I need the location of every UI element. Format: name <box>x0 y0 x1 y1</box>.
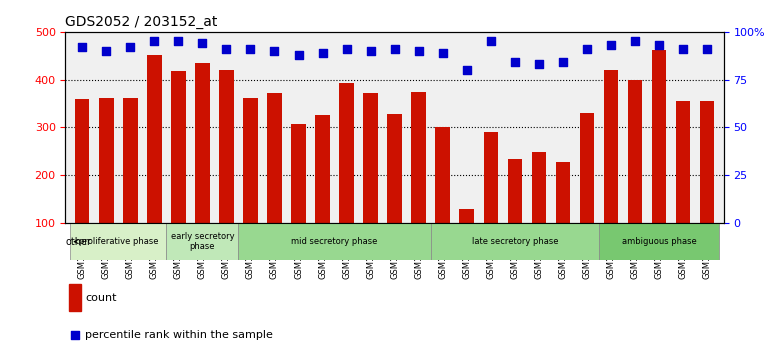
Bar <box>507 159 522 271</box>
Point <box>629 39 641 44</box>
Text: other: other <box>66 236 92 247</box>
Point <box>413 48 425 54</box>
Bar <box>99 98 113 271</box>
Point <box>533 62 545 67</box>
Bar <box>70 223 166 260</box>
Point <box>484 39 497 44</box>
Text: count: count <box>85 293 117 303</box>
Bar <box>147 55 162 271</box>
Bar <box>75 99 89 271</box>
Text: proliferative phase: proliferative phase <box>79 237 158 246</box>
Bar <box>580 113 594 271</box>
Bar <box>123 98 138 271</box>
Text: GDS2052 / 203152_at: GDS2052 / 203152_at <box>65 16 218 29</box>
Point <box>437 50 449 56</box>
Bar <box>387 114 402 271</box>
Bar <box>430 223 599 260</box>
Point <box>244 46 256 52</box>
Bar <box>531 152 546 271</box>
Point <box>220 46 233 52</box>
Point <box>268 48 280 54</box>
Bar <box>411 92 426 271</box>
Bar <box>219 70 233 271</box>
Bar <box>628 80 642 271</box>
Point <box>653 42 665 48</box>
Bar <box>316 115 330 271</box>
Point <box>316 50 329 56</box>
Point <box>172 39 185 44</box>
Text: late secretory phase: late secretory phase <box>471 237 558 246</box>
Point <box>340 46 353 52</box>
Bar <box>604 70 618 271</box>
Point <box>388 46 400 52</box>
Point <box>557 59 569 65</box>
Bar <box>69 284 81 311</box>
Point <box>293 52 305 58</box>
Bar <box>171 71 186 271</box>
Bar <box>267 93 282 271</box>
Bar <box>291 124 306 271</box>
Bar <box>340 83 353 271</box>
Bar <box>196 63 209 271</box>
Bar <box>239 223 430 260</box>
Bar <box>460 209 474 271</box>
Point <box>196 40 209 46</box>
Point <box>581 46 593 52</box>
Point <box>509 59 521 65</box>
Point <box>148 39 160 44</box>
Bar <box>700 101 715 271</box>
Bar <box>166 223 239 260</box>
Point <box>472 135 484 141</box>
Bar <box>484 132 498 271</box>
Point <box>604 42 617 48</box>
Point <box>100 48 112 54</box>
Point <box>460 67 473 73</box>
Text: mid secretory phase: mid secretory phase <box>291 237 378 246</box>
Bar <box>243 98 258 271</box>
Bar <box>363 93 378 271</box>
Point <box>76 44 89 50</box>
Bar <box>556 162 570 271</box>
Text: early secretory
phase: early secretory phase <box>171 232 234 251</box>
Bar <box>599 223 719 260</box>
Point <box>677 46 689 52</box>
Bar <box>651 50 666 271</box>
Point <box>124 44 136 50</box>
Text: ambiguous phase: ambiguous phase <box>621 237 696 246</box>
Point <box>701 46 713 52</box>
Point <box>364 48 377 54</box>
Bar <box>436 127 450 271</box>
Bar <box>676 101 690 271</box>
Text: percentile rank within the sample: percentile rank within the sample <box>85 330 273 339</box>
